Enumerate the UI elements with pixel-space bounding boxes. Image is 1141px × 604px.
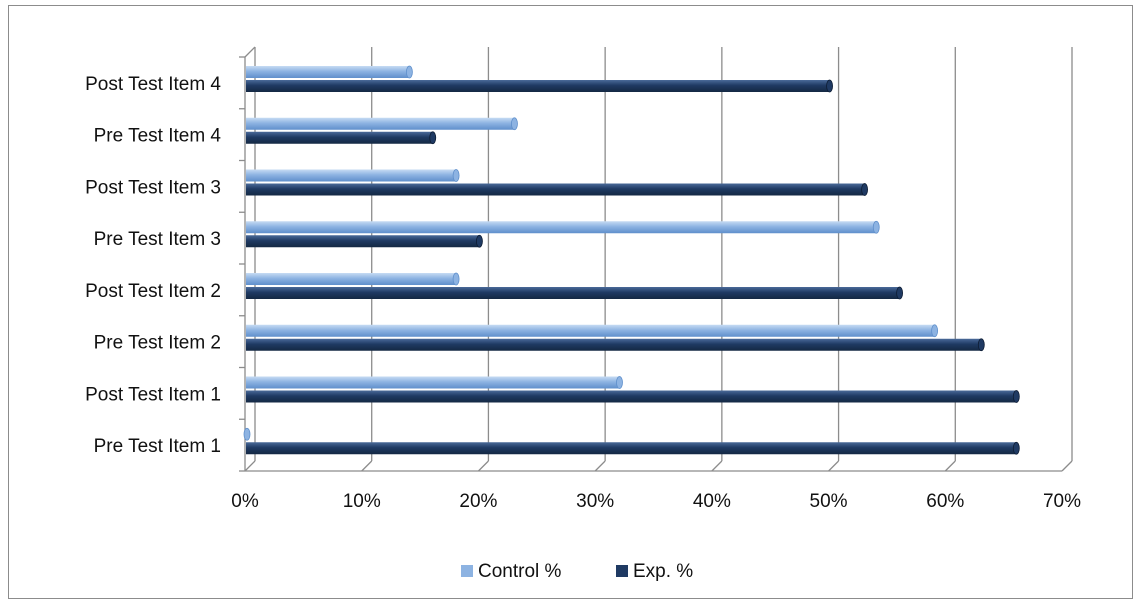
bar-control — [246, 169, 460, 182]
bars-layer — [243, 65, 1020, 455]
legend-item-control: Control % — [461, 561, 562, 582]
legend-item-exp: Exp. % — [616, 561, 693, 582]
category-label: Post Test Item 3 — [85, 177, 221, 198]
bar-exp — [246, 131, 437, 145]
bar-exp — [246, 390, 1020, 403]
x-tick-label: 40% — [693, 491, 731, 512]
bar-control — [246, 376, 623, 389]
bar-control — [246, 272, 460, 286]
x-tick-label: 60% — [926, 491, 964, 512]
x-tick-label: 70% — [1043, 491, 1081, 512]
bar-exp — [246, 183, 868, 196]
chart-frame: 0% 10% 20% 30% 40% 50% 60% 70% Pre Test Item 1 Po… — [8, 5, 1133, 599]
bar-control — [246, 324, 939, 338]
bar-control — [246, 220, 880, 234]
floor-line — [244, 460, 256, 472]
bar-exp — [246, 441, 1020, 455]
bar-exp — [246, 79, 833, 93]
legend-swatch — [461, 565, 473, 577]
x-tick-label: 30% — [576, 491, 614, 512]
legend-swatch — [616, 565, 628, 577]
floor-line — [1061, 460, 1073, 472]
x-tick-label: 20% — [459, 491, 497, 512]
x-tick-label: 0% — [231, 491, 259, 512]
floor-line — [944, 460, 956, 472]
floor-line — [361, 460, 373, 472]
category-label: Post Test Item 2 — [85, 281, 221, 302]
legend: Control % Exp. % — [461, 561, 693, 582]
bar-exp — [246, 286, 903, 300]
legend-label: Exp. % — [633, 561, 693, 582]
bar-control — [246, 117, 518, 131]
category-label: Pre Test Item 2 — [94, 333, 221, 354]
category-label: Post Test Item 1 — [85, 384, 221, 405]
grid-layer — [239, 46, 1073, 472]
bar-control — [246, 65, 413, 79]
category-label: Pre Test Item 1 — [94, 436, 221, 457]
bar-exp — [246, 234, 483, 248]
x-tick-label: 50% — [810, 491, 848, 512]
floor-line — [594, 460, 606, 472]
category-label: Post Test Item 4 — [85, 74, 221, 95]
floor-line — [711, 460, 723, 472]
labels-layer: 0% 10% 20% 30% 40% 50% 60% 70% Pre Test Item 1 Po… — [85, 74, 1081, 512]
bar-control — [243, 427, 251, 441]
legend-label: Control % — [478, 561, 562, 582]
floor-line — [828, 460, 840, 472]
bar-exp — [246, 338, 985, 352]
category-label: Pre Test Item 3 — [94, 229, 221, 250]
x-tick-label: 10% — [343, 491, 381, 512]
category-label: Pre Test Item 4 — [94, 126, 222, 147]
wall-top-edge — [244, 46, 256, 58]
bar-chart: 0% 10% 20% 30% 40% 50% 60% 70% Pre Test Item 1 Po… — [85, 46, 1081, 582]
floor-line — [477, 460, 489, 472]
